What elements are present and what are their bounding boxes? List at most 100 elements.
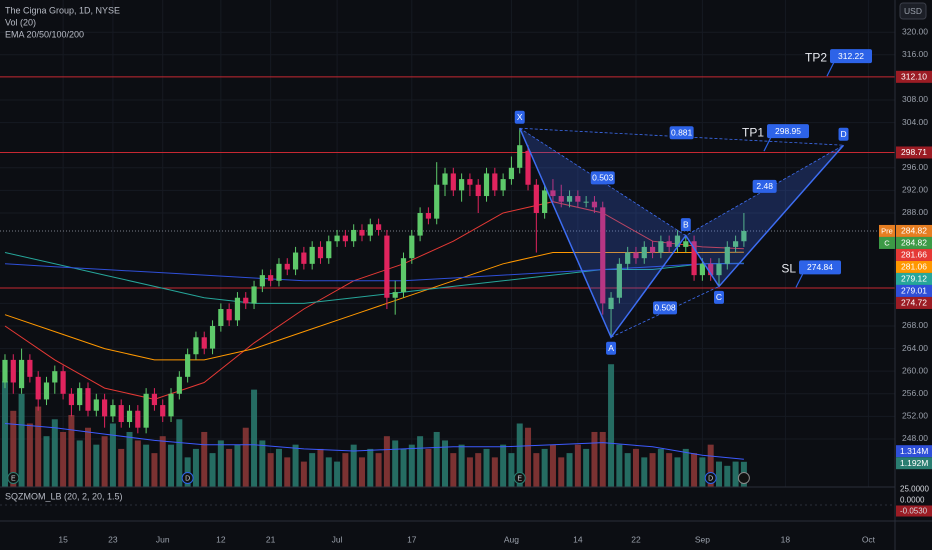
volume-bar	[317, 448, 324, 487]
currency-label[interactable]: USD	[904, 6, 922, 16]
candle-body	[52, 371, 58, 383]
pattern-ratio-label: 0.881	[671, 127, 693, 137]
candle-body	[284, 263, 290, 270]
candle-body	[10, 359, 16, 383]
target-value: 274.84	[807, 262, 833, 272]
y-tick-label: 264.00	[902, 343, 928, 353]
price-label-box	[896, 248, 932, 261]
price-tag: Pre	[881, 226, 893, 235]
volume-bar	[68, 415, 75, 487]
target-value: 298.95	[775, 126, 801, 136]
candle-body	[459, 179, 465, 191]
price-tag-box	[879, 224, 895, 237]
candle-body	[666, 241, 672, 247]
candle-body	[600, 207, 606, 304]
price-label: 274.72	[901, 298, 927, 308]
candle-body	[724, 246, 730, 264]
candle-body	[367, 224, 373, 236]
ema-line	[4, 252, 744, 304]
volume-bar	[458, 444, 465, 487]
candle-body	[683, 241, 689, 247]
target-pointer	[826, 61, 835, 77]
pattern-ratio-label: 2.48	[756, 181, 773, 191]
volume-bar	[342, 453, 349, 487]
candle-body	[135, 410, 141, 428]
volume-bar	[93, 444, 100, 487]
event-icon	[704, 472, 717, 484]
price-label: 312.10	[901, 72, 927, 82]
x-tick-label: Jul	[332, 534, 343, 544]
volume-bar	[591, 431, 598, 487]
volume-bar	[176, 419, 183, 487]
candle-body	[2, 359, 8, 383]
event-icon	[181, 472, 194, 484]
candle-body	[351, 229, 357, 242]
y-tick-label: 288.00	[902, 207, 928, 217]
volume-bar	[641, 457, 648, 487]
volume-bar	[43, 436, 50, 487]
pattern-point-label-box	[838, 127, 849, 141]
volume-bar	[126, 431, 133, 487]
candle-body	[160, 405, 166, 417]
volume-bar	[309, 453, 316, 487]
volume-bar	[217, 440, 224, 487]
candle-body	[234, 297, 241, 321]
candle-body	[251, 286, 257, 304]
target-box	[830, 49, 872, 64]
volume-bar	[118, 448, 125, 487]
price-label: 281.66	[901, 250, 927, 260]
volume-bar	[450, 453, 457, 487]
candle-body	[342, 235, 348, 242]
pattern-ratio-label-box	[653, 301, 678, 315]
volume-bar	[425, 448, 432, 487]
volume-bar	[267, 453, 274, 487]
candle-body	[168, 393, 174, 417]
candle-body	[126, 410, 133, 423]
candle-body	[542, 190, 548, 213]
volume-bar	[201, 431, 208, 487]
y-tick-label: 260.00	[902, 365, 928, 375]
x-tick-label: Jun	[156, 534, 170, 544]
volume-bar	[1, 381, 8, 487]
candle-body	[35, 376, 41, 400]
volume-label-box	[896, 457, 932, 470]
y-tick-label: 296.00	[902, 162, 928, 172]
pattern-fill	[685, 145, 844, 287]
momentum-label: 0.0000	[900, 496, 925, 505]
volume-bar	[500, 444, 507, 487]
volume-bar	[724, 465, 731, 487]
price-tag-box	[879, 236, 895, 249]
x-tick-label: Sep	[695, 534, 710, 544]
volume-bar	[674, 457, 681, 487]
pattern-point-label-box	[606, 341, 617, 355]
candle-body	[425, 212, 432, 219]
candle-body	[176, 376, 182, 394]
volume-bar	[682, 448, 689, 487]
volume-label-box	[896, 445, 932, 458]
volume-bar	[383, 436, 390, 487]
x-tick-label: Aug	[504, 534, 519, 544]
candle-body	[201, 337, 207, 349]
candle-body	[392, 292, 398, 298]
price-label-box	[896, 260, 932, 273]
volume-bar	[334, 461, 341, 487]
currency-button[interactable]	[899, 2, 927, 20]
x-tick-label: 23	[108, 534, 118, 544]
candle-body	[268, 275, 274, 281]
candle-body	[226, 309, 232, 321]
volume-bar	[143, 444, 150, 487]
candle-body	[143, 393, 149, 428]
event-label: E	[517, 475, 522, 482]
candle-body	[608, 297, 614, 310]
volume-bar	[616, 444, 623, 487]
pattern-ratio-label: 0.503	[592, 173, 614, 183]
pattern-ratio-label-box	[752, 179, 777, 193]
volume-bar	[699, 457, 706, 487]
x-tick-label: 15	[58, 534, 68, 544]
volume-bar	[151, 453, 158, 487]
candle-body	[77, 388, 83, 406]
candle-body	[18, 359, 25, 389]
candle-body	[359, 229, 365, 236]
volume-bar	[466, 457, 473, 487]
